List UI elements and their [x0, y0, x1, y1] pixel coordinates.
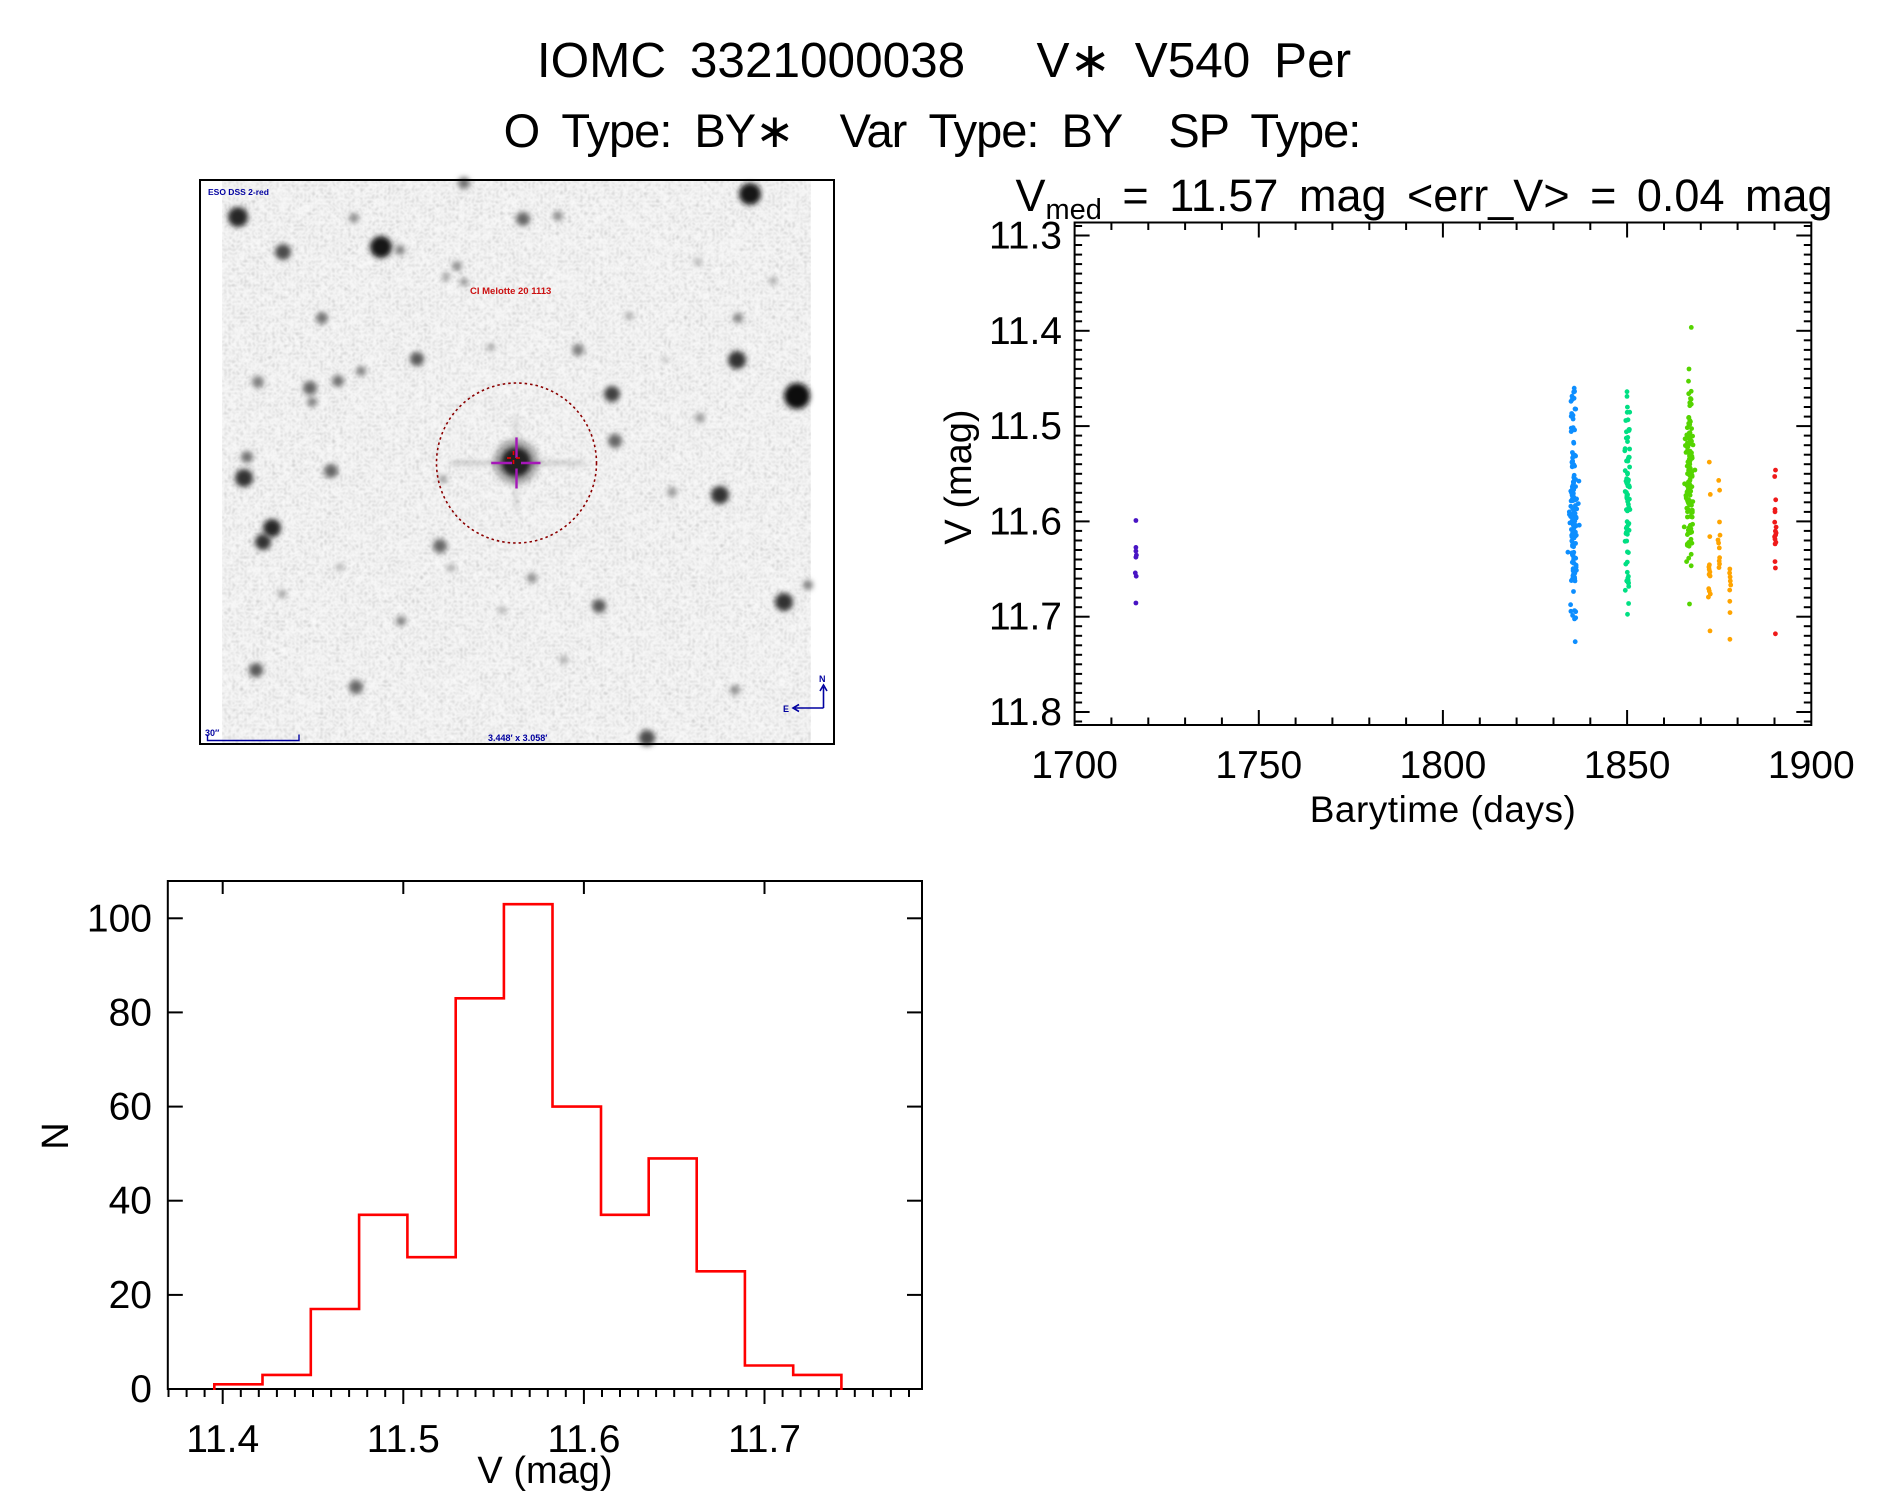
svg-text:Barytime (days): Barytime (days): [1310, 789, 1577, 830]
svg-text:N: N: [819, 674, 826, 684]
svg-text:11.5: 11.5: [367, 1418, 440, 1461]
svg-text:100: 100: [87, 897, 152, 940]
svg-text:1700: 1700: [1031, 744, 1118, 787]
svg-text:0: 0: [130, 1368, 152, 1411]
svg-text:80: 80: [109, 991, 152, 1034]
svg-text:60: 60: [109, 1086, 152, 1129]
svg-text:O Type: BY∗ Var Type: BY SP: O Type: BY∗ Var Type: BY SP Type:: [504, 104, 1361, 157]
svg-text:V (mag): V (mag): [477, 1450, 612, 1492]
svg-text:20: 20: [109, 1274, 152, 1317]
svg-text:1850: 1850: [1584, 744, 1671, 787]
svg-text:11.5: 11.5: [989, 405, 1062, 448]
svg-text:1800: 1800: [1400, 744, 1487, 787]
svg-text:N: N: [35, 1122, 77, 1149]
svg-text:11.4: 11.4: [186, 1418, 259, 1461]
svg-text:40: 40: [109, 1180, 152, 1223]
svg-text:3.448′ x 3.058′: 3.448′ x 3.058′: [488, 733, 547, 743]
svg-text:CI Melotte 20 1113: CI Melotte 20 1113: [470, 286, 551, 297]
svg-text:ESO DSS 2-red: ESO DSS 2-red: [208, 187, 269, 197]
svg-text:11.8: 11.8: [989, 691, 1062, 734]
svg-text:11.3: 11.3: [989, 215, 1062, 258]
svg-text:Vmed = 11.57 mag <err_V> = 0.0: Vmed = 11.57 mag <err_V> = 0.04 mag: [1015, 170, 1832, 226]
svg-text:11.6: 11.6: [989, 500, 1062, 543]
svg-text:E: E: [783, 704, 789, 714]
svg-text:1900: 1900: [1768, 744, 1855, 787]
svg-text:V (mag): V (mag): [938, 409, 980, 544]
svg-text:11.7: 11.7: [989, 596, 1062, 639]
svg-text:1750: 1750: [1215, 744, 1302, 787]
svg-text:30″: 30″: [205, 728, 220, 738]
svg-text:11.4: 11.4: [989, 310, 1062, 353]
svg-text:11.7: 11.7: [728, 1418, 801, 1461]
svg-text:11.6: 11.6: [547, 1418, 620, 1461]
svg-text:IOMC 3321000038 V∗ V540 Per: IOMC 3321000038 V∗ V540 Per: [537, 33, 1351, 88]
